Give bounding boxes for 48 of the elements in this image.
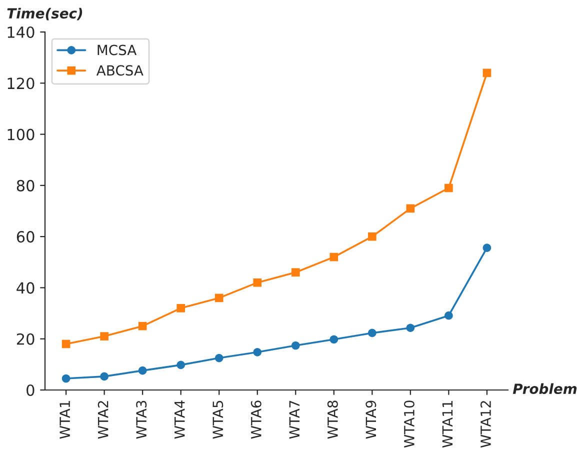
point [482,68,492,78]
y-tick-label: 0 [26,384,34,396]
point [214,354,224,362]
legend-label: ABCSA [96,65,144,76]
y-tick-label: 80 [16,180,34,192]
point [214,294,224,302]
point [176,360,186,370]
point [368,328,376,338]
x-axis-title: Problem [512,383,577,394]
point [100,372,108,381]
point [444,184,453,192]
point [330,335,338,344]
legend-label: MCSA [98,44,137,56]
point [62,374,70,383]
x-tick-label: WTA12 [480,401,491,448]
point [100,332,108,340]
x-tick-label: WTA1 [60,401,70,439]
y-tick-label: 120 [8,78,34,90]
y-axis-title: Time(sec) [7,8,82,20]
x-tick-label: WTA2 [98,401,108,439]
x-tick-label: WTA6 [250,400,262,439]
point [482,244,492,252]
x-tick-label: WTA11 [442,401,453,448]
x-tick-label: WTA4 [174,400,185,439]
point [444,311,453,320]
point [62,340,70,348]
y-tick-label: 140 [8,26,34,38]
point [330,252,338,262]
y-tick-label: 60 [16,231,34,243]
point [291,341,300,350]
point [138,366,147,375]
x-tick-label: WTA3 [136,400,147,439]
point [253,278,262,287]
y-tick-label: 100 [8,128,34,140]
point [368,232,376,241]
x-tick-label: WTA8 [327,400,338,439]
point [406,204,415,213]
x-tick-label: WTA10 [404,400,414,448]
point [176,304,186,312]
x-tick-label: WTA9 [366,400,376,439]
x-tick-label: WTA5 [212,400,224,439]
point [291,268,300,277]
point [406,324,415,332]
point [253,348,262,356]
y-tick-label: 20 [16,333,34,345]
point [138,322,147,330]
y-tick-label: 40 [16,282,34,294]
x-tick-label: WTA7 [289,400,300,439]
